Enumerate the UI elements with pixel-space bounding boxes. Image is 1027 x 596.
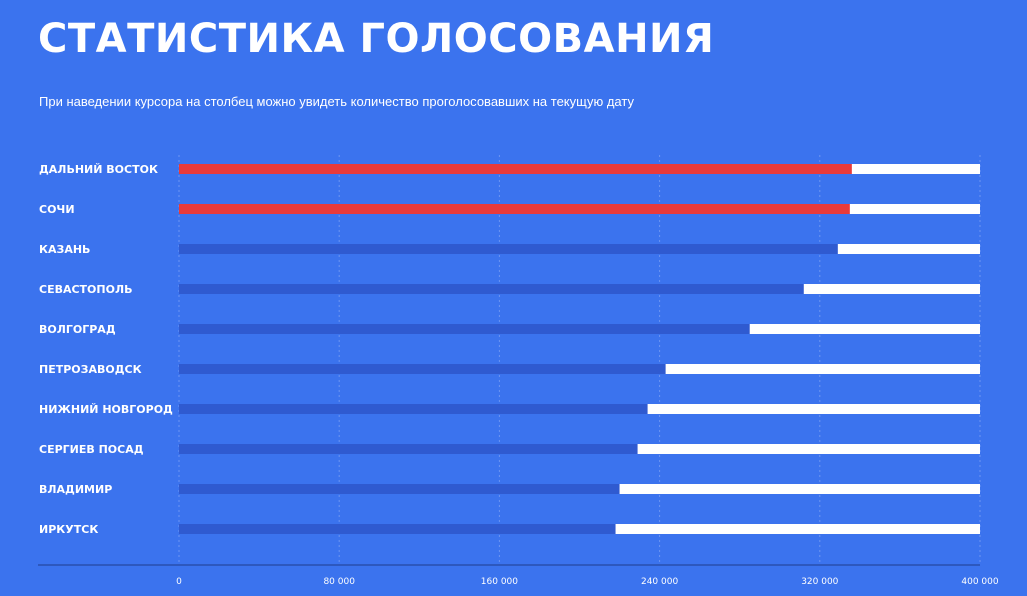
bar-value[interactable] (179, 444, 638, 454)
page-title: СТАТИСТИКА ГОЛОСОВАНИЯ (38, 16, 715, 62)
bar-row[interactable]: ИРКУТСК (39, 523, 980, 536)
x-tick-label: 320 000 (801, 577, 838, 587)
bar-row[interactable]: НИЖНИЙ НОВГОРОД (39, 403, 980, 416)
bar-row[interactable]: СОЧИ (39, 203, 980, 216)
page-subtitle: При наведении курсора на столбец можно у… (39, 94, 634, 109)
bar-value[interactable] (179, 324, 750, 334)
x-tick-label: 160 000 (481, 577, 518, 587)
bar-value[interactable] (179, 164, 852, 174)
category-label: СЕВАСТОПОЛЬ (39, 283, 133, 296)
bar-row[interactable]: ВЛАДИМИР (39, 483, 980, 496)
category-label: ВЛАДИМИР (39, 483, 112, 496)
bar-value[interactable] (179, 364, 666, 374)
bar-row[interactable]: ПЕТРОЗАВОДСК (39, 363, 980, 376)
category-label: НИЖНИЙ НОВГОРОД (39, 403, 173, 416)
category-label: КАЗАНЬ (39, 243, 90, 256)
bar-value[interactable] (179, 524, 616, 534)
x-tick-label: 0 (176, 577, 182, 587)
category-label: ПЕТРОЗАВОДСК (39, 363, 142, 376)
bar-value[interactable] (179, 284, 804, 294)
x-tick-label: 400 000 (961, 577, 998, 587)
category-label: ИРКУТСК (39, 523, 98, 536)
category-label: СЕРГИЕВ ПОСАД (39, 443, 144, 456)
bar-value[interactable] (179, 204, 850, 214)
bar-value[interactable] (179, 244, 838, 254)
bar-row[interactable]: СЕВАСТОПОЛЬ (39, 283, 980, 296)
bar-row[interactable]: ВОЛГОГРАД (39, 323, 980, 336)
bar-row[interactable]: КАЗАНЬ (39, 243, 980, 256)
x-tick-label: 240 000 (641, 577, 678, 587)
category-label: ВОЛГОГРАД (39, 323, 116, 336)
bar-row[interactable]: ДАЛЬНИЙ ВОСТОК (39, 163, 980, 176)
bar-row[interactable]: СЕРГИЕВ ПОСАД (39, 443, 980, 456)
x-tick-label: 80 000 (323, 577, 355, 587)
category-label: ДАЛЬНИЙ ВОСТОК (39, 163, 158, 176)
category-label: СОЧИ (39, 203, 75, 216)
bar-value[interactable] (179, 484, 620, 494)
bar-value[interactable] (179, 404, 648, 414)
